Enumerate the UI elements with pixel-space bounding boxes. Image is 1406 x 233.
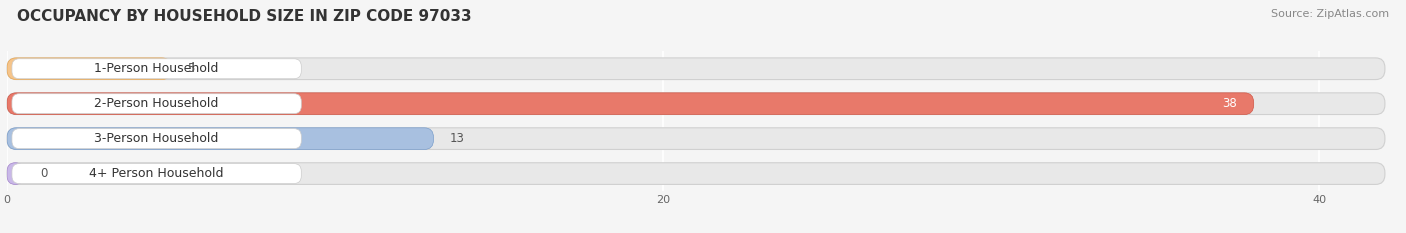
FancyBboxPatch shape — [7, 163, 24, 185]
FancyBboxPatch shape — [7, 58, 1385, 80]
Text: Source: ZipAtlas.com: Source: ZipAtlas.com — [1271, 9, 1389, 19]
Text: 3-Person Household: 3-Person Household — [94, 132, 219, 145]
FancyBboxPatch shape — [7, 163, 1385, 185]
FancyBboxPatch shape — [11, 129, 301, 149]
FancyBboxPatch shape — [7, 93, 1385, 115]
Text: 0: 0 — [39, 167, 48, 180]
FancyBboxPatch shape — [7, 58, 172, 80]
Text: 2-Person Household: 2-Person Household — [94, 97, 219, 110]
Text: 13: 13 — [450, 132, 465, 145]
FancyBboxPatch shape — [7, 128, 433, 150]
Text: 5: 5 — [187, 62, 195, 75]
FancyBboxPatch shape — [7, 93, 1254, 115]
Text: OCCUPANCY BY HOUSEHOLD SIZE IN ZIP CODE 97033: OCCUPANCY BY HOUSEHOLD SIZE IN ZIP CODE … — [17, 9, 471, 24]
Text: 4+ Person Household: 4+ Person Household — [90, 167, 224, 180]
Text: 38: 38 — [1223, 97, 1237, 110]
Text: 1-Person Household: 1-Person Household — [94, 62, 219, 75]
FancyBboxPatch shape — [11, 94, 301, 114]
FancyBboxPatch shape — [11, 164, 301, 184]
FancyBboxPatch shape — [7, 128, 1385, 150]
FancyBboxPatch shape — [11, 59, 301, 79]
